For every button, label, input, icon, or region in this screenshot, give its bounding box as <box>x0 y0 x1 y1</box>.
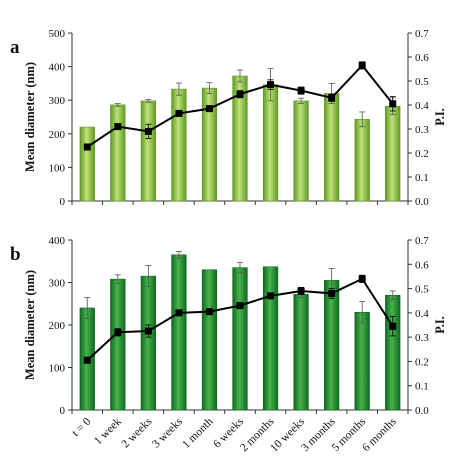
bar <box>201 269 218 411</box>
bar <box>262 266 279 411</box>
pi-marker <box>236 302 244 310</box>
bar <box>110 104 126 202</box>
x-category-label: t = 0 <box>70 415 94 439</box>
bar <box>140 275 156 411</box>
y-tick-label: 0 <box>60 196 66 208</box>
bar <box>171 88 187 202</box>
x-category-label: 6 months <box>360 415 399 454</box>
pi-marker <box>144 327 152 335</box>
pi-marker <box>328 94 336 102</box>
bar <box>354 311 370 411</box>
y2-tick-label: 0.6 <box>415 259 429 271</box>
bar-error <box>389 290 396 300</box>
bar-error <box>145 99 152 103</box>
x-category-label: 2 weeks <box>120 415 155 450</box>
y2-tick-label: 0.6 <box>415 52 429 64</box>
bar-error <box>237 69 243 83</box>
pi-marker <box>175 309 183 317</box>
bar <box>324 93 340 202</box>
bar <box>201 87 218 202</box>
bar-error <box>237 262 243 274</box>
panel-letter: b <box>10 244 21 265</box>
y2-tick-label: 0.5 <box>415 284 429 296</box>
pi-marker <box>358 275 366 283</box>
y2-tick-label: 0.3 <box>415 124 429 136</box>
y-tick-label: 500 <box>49 28 66 40</box>
pi-marker <box>267 292 275 300</box>
pi-marker <box>297 87 305 95</box>
y2-tick-label: 0.0 <box>415 196 429 208</box>
y-tick-label: 200 <box>49 320 66 332</box>
y2-axis-title: P.I. <box>433 108 447 126</box>
bar <box>262 84 279 202</box>
pi-marker <box>83 356 91 364</box>
bar-error <box>114 274 121 284</box>
y2-tick-label: 0.7 <box>415 235 429 247</box>
y-tick-label: 200 <box>49 129 66 141</box>
y2-tick-label: 0.7 <box>415 28 429 40</box>
y-tick-label: 400 <box>49 62 66 74</box>
bar-error <box>359 301 366 324</box>
bar <box>293 294 309 411</box>
bar <box>110 278 126 411</box>
bar <box>324 280 340 411</box>
y2-tick-label: 0.2 <box>415 148 429 160</box>
bar-error <box>298 97 305 104</box>
y2-tick-label: 0.4 <box>415 100 429 112</box>
bar <box>385 105 401 202</box>
y2-tick-label: 0.1 <box>415 172 429 184</box>
panel-letter: a <box>10 37 20 58</box>
y-tick-label: 100 <box>49 363 66 375</box>
bar <box>293 100 309 202</box>
y-tick-label: 300 <box>49 278 66 290</box>
bar-error <box>359 111 366 128</box>
pi-marker <box>205 105 213 113</box>
y2-tick-label: 0.1 <box>415 381 429 393</box>
bar <box>354 119 370 202</box>
pi-marker <box>389 322 397 330</box>
y2-tick-label: 0.4 <box>415 308 429 320</box>
pi-marker <box>83 143 91 151</box>
bar-error <box>114 103 121 107</box>
y2-tick-label: 0.2 <box>415 356 429 368</box>
y-tick-label: 100 <box>49 162 66 174</box>
bar <box>232 267 248 411</box>
bar <box>79 126 95 202</box>
bar <box>140 100 156 202</box>
y-axis-title: Mean diameter (nm) <box>23 270 37 380</box>
bar <box>385 294 401 411</box>
bar-error <box>84 296 91 320</box>
bar-error <box>175 251 182 259</box>
pi-marker <box>175 109 183 117</box>
bar <box>171 254 187 411</box>
y-tick-label: 300 <box>49 95 66 107</box>
y-tick-label: 400 <box>49 235 66 247</box>
bar-error <box>145 265 152 288</box>
bar-error <box>206 82 213 94</box>
pi-marker <box>114 328 122 336</box>
pi-marker <box>328 289 336 297</box>
pi-marker <box>358 61 366 69</box>
pi-marker <box>144 127 152 135</box>
pi-marker <box>297 287 305 295</box>
pi-marker <box>236 90 244 98</box>
pi-marker <box>205 308 213 316</box>
x-category-label: 3 weeks <box>150 415 185 450</box>
pi-marker <box>114 123 122 131</box>
x-category-label: 1 month <box>180 415 216 451</box>
y2-tick-label: 0.0 <box>415 405 429 417</box>
y-axis-title: Mean diameter (nm) <box>23 62 37 172</box>
y2-tick-label: 0.5 <box>415 76 429 88</box>
y-tick-label: 0 <box>60 405 66 417</box>
bar-error <box>175 82 182 96</box>
pi-marker <box>389 100 397 108</box>
y2-axis-title: P.I. <box>433 316 447 334</box>
panel-a: 0 100 200 300 400 500 0.0 0.1 0.2 0.3 0.4 0.5 0.6 0.7… <box>10 28 447 208</box>
panel-b: 0 100 200 300 400 0.0 0.1 0.2 0.3 0.4 0.5 0.6 0.7 bMe… <box>10 235 447 417</box>
pi-marker <box>267 81 275 89</box>
y2-tick-label: 0.3 <box>415 332 429 344</box>
